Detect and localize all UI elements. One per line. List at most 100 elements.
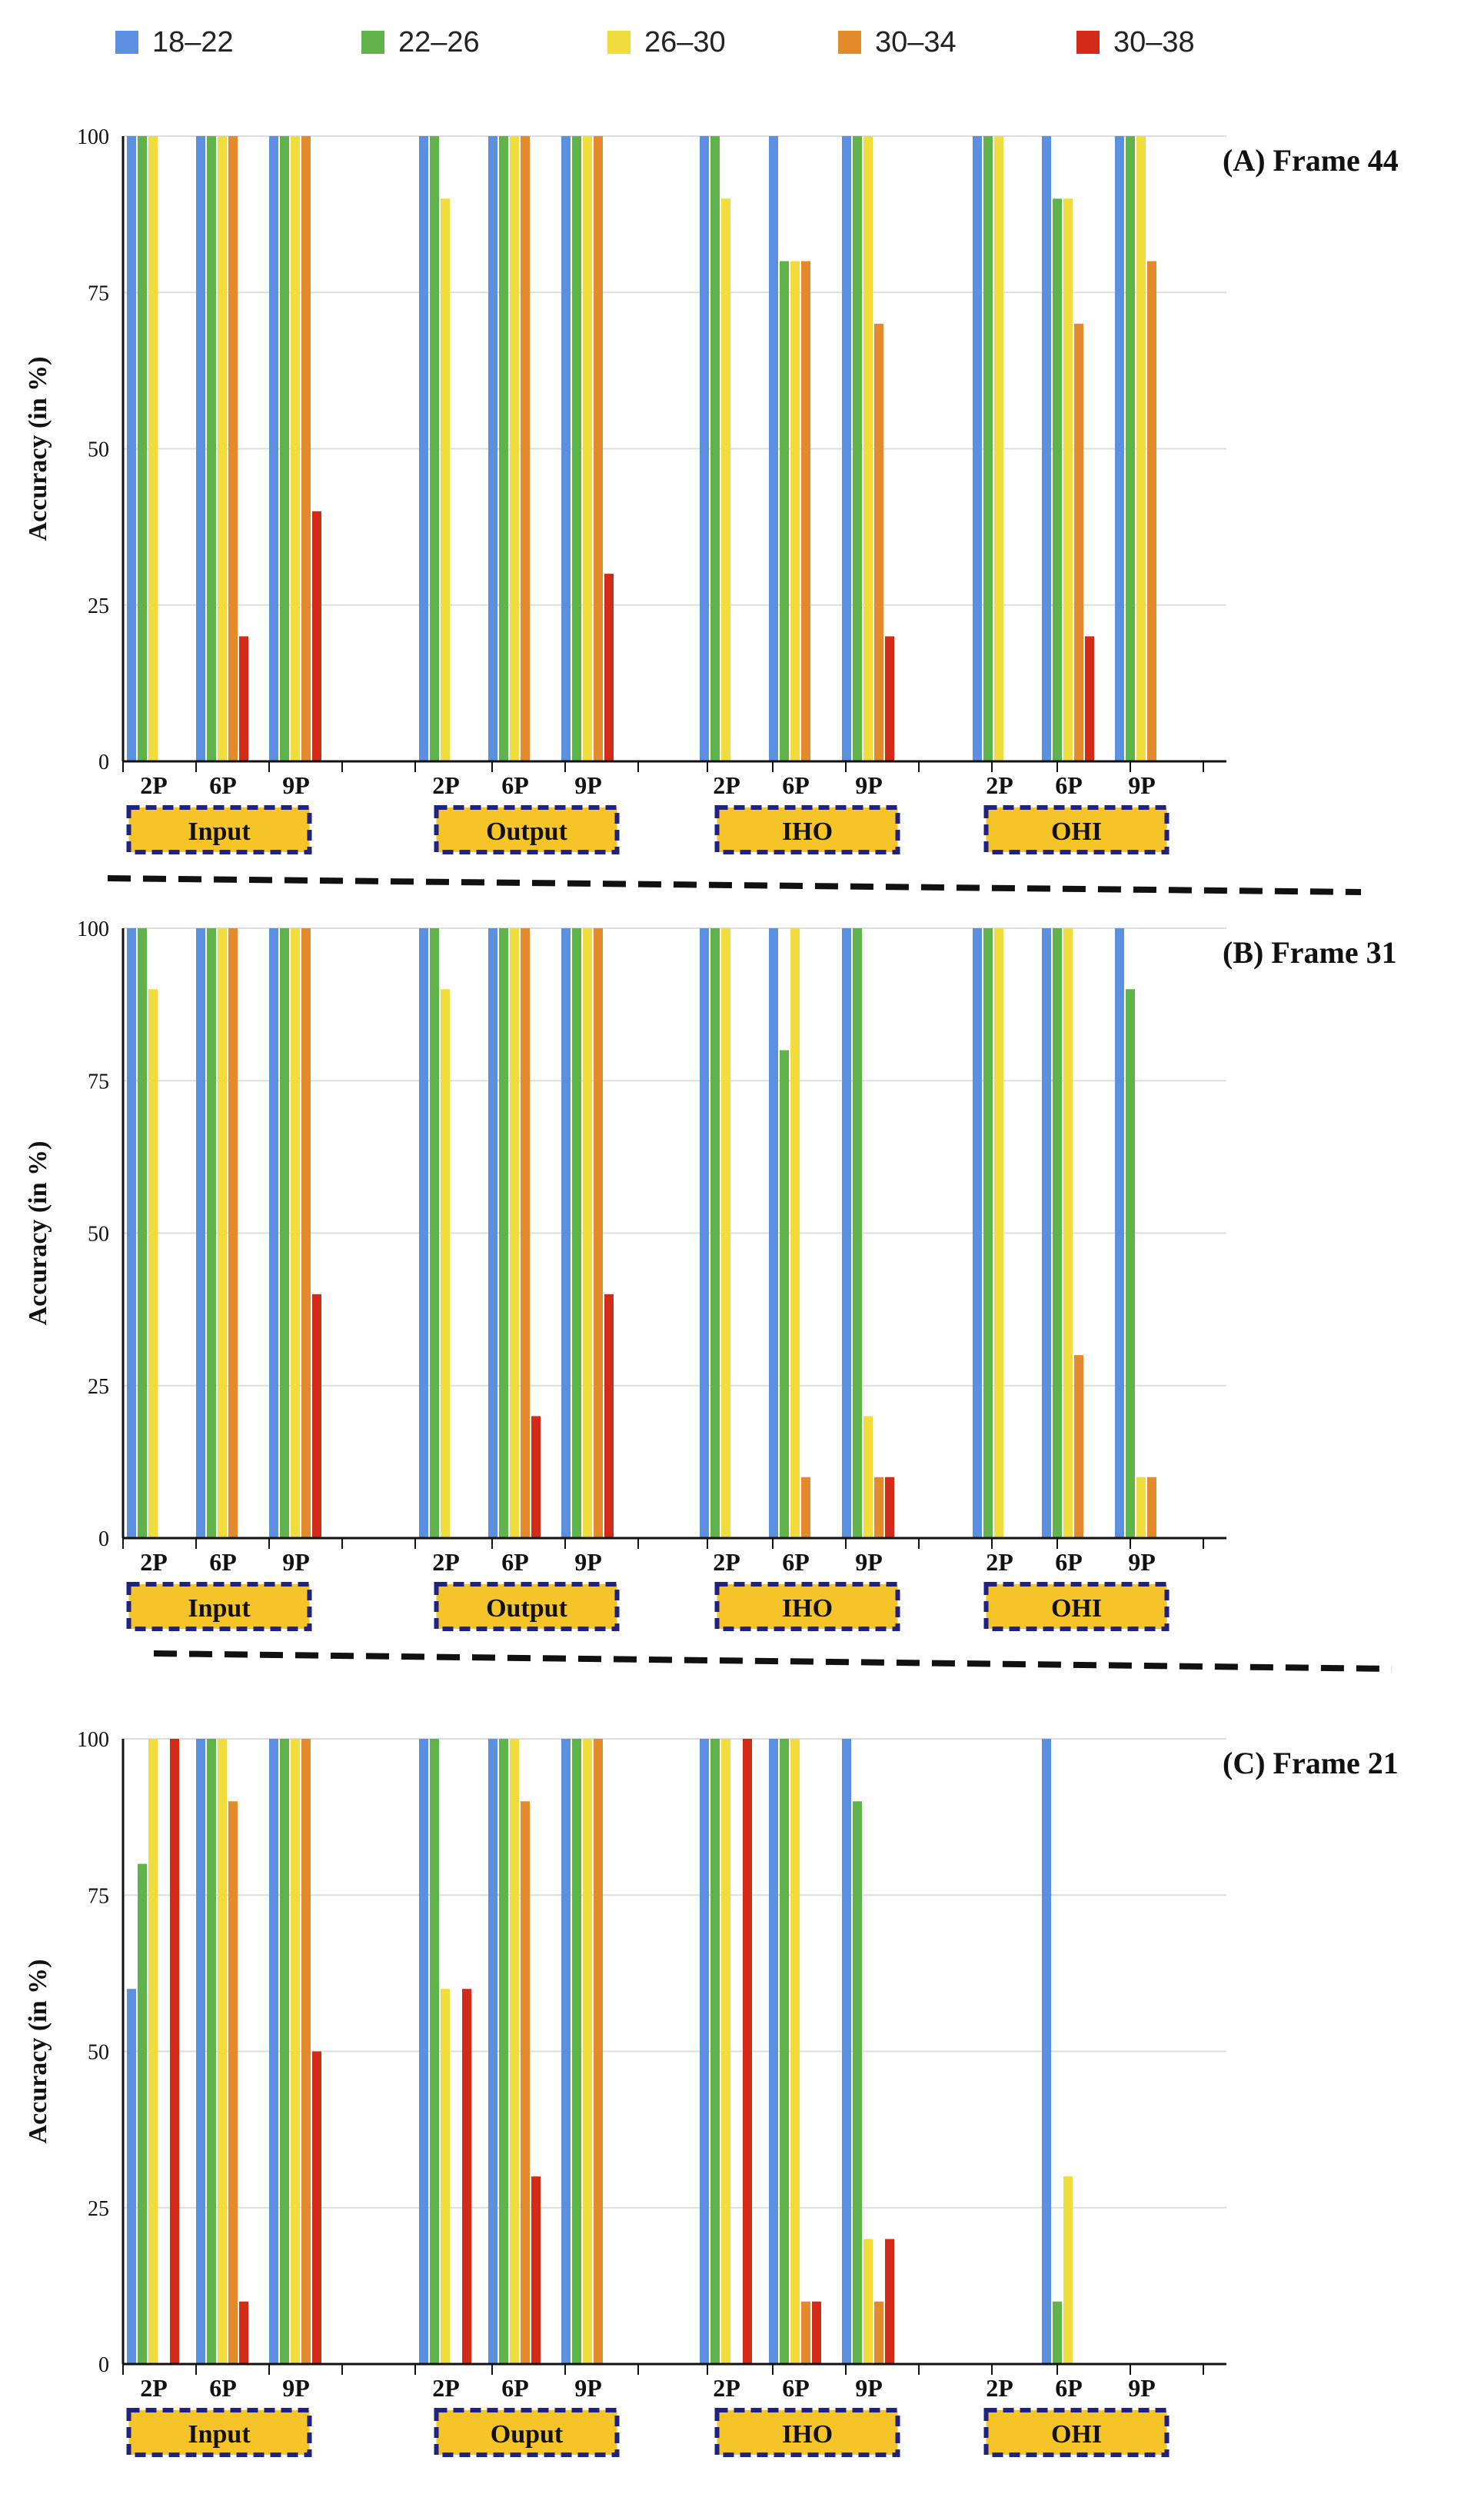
bar-output-9p-1 (572, 928, 581, 1538)
y-axis-label: Accuracy (in %) (24, 1960, 52, 2144)
bar-output-9p-2 (583, 928, 592, 1538)
x-tick-label: 2P (713, 1548, 740, 1576)
group-box (434, 1582, 620, 1631)
bar-iho-6p-3 (801, 2301, 810, 2364)
bar-iho-2p-0 (700, 928, 709, 1538)
bar-ouput-6p-4 (531, 2176, 541, 2364)
bar-input-9p-2 (291, 136, 300, 761)
bar-ohi-6p-4 (1085, 636, 1094, 761)
bar-iho-2p-2 (721, 1739, 730, 2364)
bar-output-6p-3 (521, 928, 530, 1538)
bar-iho-6p-0 (769, 928, 778, 1538)
legend-label: 26–30 (644, 25, 726, 58)
bar-output-2p-1 (430, 928, 439, 1538)
x-tick-label: 9P (1128, 2374, 1156, 2402)
bar-ohi-9p-2 (1136, 136, 1146, 761)
bar-output-9p-0 (561, 136, 571, 761)
chart-title: (A) Frame 44 (1223, 143, 1399, 178)
bar-ohi-6p-1 (1053, 198, 1062, 761)
y-tick-label: 50 (88, 438, 109, 462)
chart-title: (C) Frame 21 (1223, 1746, 1399, 1780)
bar-ohi-6p-3 (1074, 323, 1083, 761)
y-tick-label: 0 (98, 2353, 109, 2377)
bar-ohi-6p-2 (1063, 2176, 1073, 2364)
bar-output-6p-2 (510, 136, 519, 761)
bar-output-6p-1 (499, 136, 508, 761)
x-tick-label: 6P (209, 2374, 237, 2402)
chart-title: (B) Frame 31 (1223, 935, 1397, 970)
bar-input-9p-3 (301, 136, 311, 761)
x-tick-label: 6P (1055, 2374, 1083, 2402)
y-tick-label: 100 (77, 125, 109, 149)
legend-swatch (115, 31, 138, 54)
x-tick-label: 2P (140, 1548, 168, 1576)
group-label: Output (486, 1594, 567, 1623)
legend-swatch (607, 31, 631, 54)
y-tick-label: 75 (88, 1070, 109, 1094)
bar-output-6p-0 (488, 136, 497, 761)
bar-input-9p-1 (280, 136, 289, 761)
bar-input-6p-0 (196, 1739, 205, 2364)
bar-iho-2p-2 (721, 198, 730, 761)
y-tick-label: 25 (88, 2197, 109, 2221)
bar-iho-2p-2 (721, 928, 730, 1538)
bar-ohi-6p-0 (1042, 136, 1051, 761)
bar-ouput-6p-0 (488, 1739, 497, 2364)
bar-input-6p-2 (218, 928, 227, 1538)
bar-ohi-2p-2 (994, 136, 1003, 761)
bar-input-2p-0 (127, 928, 136, 1538)
x-tick-label: 9P (282, 771, 310, 799)
bar-iho-2p-1 (710, 928, 720, 1538)
bar-ohi-9p-2 (1136, 1477, 1146, 1538)
x-tick-label: 2P (432, 2374, 460, 2402)
bar-ohi-2p-1 (983, 136, 993, 761)
bar-input-6p-4 (239, 2301, 248, 2364)
group-box (126, 1582, 312, 1631)
bar-output-6p-2 (510, 928, 519, 1538)
bar-ouput-2p-4 (462, 1989, 471, 2364)
bar-ohi-9p-1 (1126, 989, 1135, 1538)
bar-ohi-2p-2 (994, 928, 1003, 1538)
bar-iho-9p-1 (853, 136, 862, 761)
x-tick-label: 6P (501, 2374, 529, 2402)
y-tick-label: 50 (88, 2041, 109, 2065)
group-label: IHO (782, 1594, 833, 1623)
bar-iho-2p-1 (710, 1739, 720, 2364)
bar-output-9p-1 (572, 136, 581, 761)
bar-ouput-6p-2 (510, 1739, 519, 2364)
bar-input-6p-3 (228, 136, 238, 761)
bar-output-2p-2 (441, 198, 450, 761)
x-tick-label: 6P (782, 1548, 810, 1576)
group-label: IHO (782, 2420, 833, 2449)
bar-input-6p-0 (196, 136, 205, 761)
bar-output-9p-4 (604, 574, 614, 761)
x-tick-label: 9P (574, 2374, 602, 2402)
bar-iho-9p-4 (885, 636, 894, 761)
legend-item-26-30: 26–30 (607, 23, 726, 62)
bar-iho-2p-4 (743, 1739, 752, 2364)
bar-output-9p-4 (604, 1294, 614, 1538)
legend-label: 30–38 (1113, 25, 1195, 58)
x-tick-label: 9P (1128, 1548, 1156, 1576)
y-tick-label: 25 (88, 1375, 109, 1399)
chart-panel-c: 0 25 50 75 100 Accuracy (in %) (C) Frame 21 2P 6… (0, 1700, 1484, 2514)
x-tick-label: 6P (782, 771, 810, 799)
group-label: Ouput (491, 2420, 564, 2449)
bar-output-2p-0 (419, 136, 428, 761)
legend-label: 22–26 (398, 25, 480, 58)
legend-item-30-38: 30–38 (1076, 23, 1195, 62)
bar-input-9p-3 (301, 1739, 311, 2364)
bar-iho-9p-3 (874, 323, 883, 761)
x-tick-label: 9P (855, 2374, 883, 2402)
group-label: OHI (1051, 2420, 1102, 2449)
group-box (983, 1582, 1170, 1631)
bar-input-2p-1 (138, 136, 147, 761)
bar-input-6p-1 (207, 136, 216, 761)
bar-iho-6p-2 (790, 928, 800, 1538)
chart-panel-a: 0 25 50 75 100 Accuracy (in %) (A) Frame 44 2P 6… (0, 115, 1484, 931)
bar-input-6p-3 (228, 1801, 238, 2364)
x-tick-label: 9P (574, 771, 602, 799)
bar-ohi-9p-1 (1126, 136, 1135, 761)
bar-input-9p-4 (312, 1294, 321, 1538)
bar-ohi-2p-1 (983, 928, 993, 1538)
